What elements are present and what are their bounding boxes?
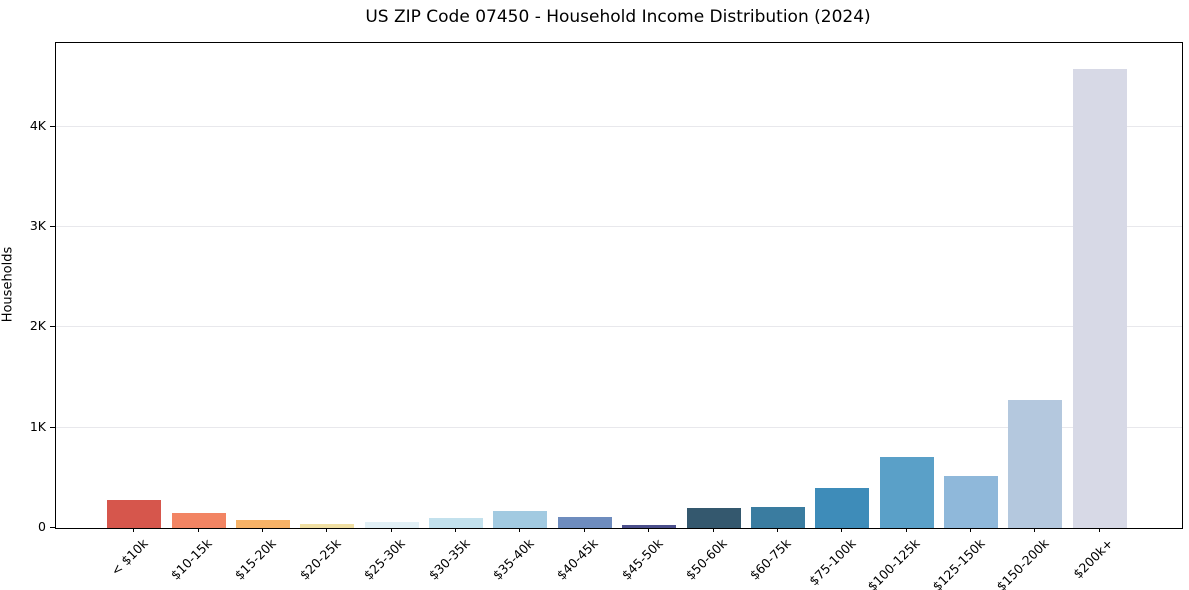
x-tick-mark bbox=[261, 528, 263, 532]
x-tick-slot: $10-15k bbox=[165, 528, 229, 588]
bar-slot bbox=[424, 43, 488, 528]
bar-100-125k bbox=[879, 456, 934, 528]
x-tick-label: $30-35k bbox=[425, 535, 473, 583]
x-tick-slot: $40-45k bbox=[552, 528, 616, 588]
x-tick-label: $35-40k bbox=[489, 535, 537, 583]
plot-area bbox=[55, 42, 1183, 529]
x-tick-slot: $30-35k bbox=[423, 528, 487, 588]
y-tick-mark bbox=[50, 125, 55, 127]
bar-slot bbox=[875, 43, 939, 528]
x-tick-slot: $75-100k bbox=[805, 528, 873, 589]
x-tick-slot: $125-150k bbox=[929, 528, 1002, 590]
bar-45-50k bbox=[622, 524, 677, 528]
x-tick-slot: $50-60k bbox=[680, 528, 744, 588]
x-tick-slot: $150-200k bbox=[993, 528, 1066, 590]
x-tick-mark bbox=[712, 528, 714, 532]
x-tick-label: $100-125k bbox=[864, 535, 923, 590]
bar-150-200k bbox=[1008, 400, 1063, 528]
y-tick-label: 3K bbox=[29, 218, 46, 234]
bar-40-45k bbox=[557, 517, 612, 528]
x-tick-mark bbox=[970, 528, 972, 532]
bar-125-150k bbox=[944, 476, 999, 528]
bar-slot bbox=[231, 43, 295, 528]
bars-row bbox=[56, 43, 1182, 528]
bar-slot bbox=[488, 43, 552, 528]
x-tick-mark bbox=[390, 528, 392, 532]
y-tick-mark bbox=[50, 527, 55, 528]
y-tick-mark bbox=[50, 326, 55, 328]
bar-30-35k bbox=[429, 518, 484, 528]
gridline bbox=[56, 125, 1182, 127]
x-tick-mark bbox=[1098, 528, 1100, 532]
bar-slot bbox=[939, 43, 1003, 528]
y-tick-label: 1K bbox=[29, 418, 46, 434]
x-tick-label: $50-60k bbox=[682, 535, 730, 583]
bar-75-100k bbox=[815, 487, 870, 528]
bar-15-20k bbox=[235, 519, 290, 528]
y-tick-mark bbox=[50, 226, 55, 228]
x-tick-mark bbox=[1034, 528, 1036, 532]
x-tick-mark bbox=[905, 528, 907, 532]
x-tick-mark bbox=[841, 528, 843, 532]
y-tick-mark bbox=[50, 426, 55, 428]
x-tick-label: $40-45k bbox=[553, 535, 602, 583]
bar-slot bbox=[166, 43, 230, 528]
x-tick-label: $20-25k bbox=[296, 535, 344, 583]
bar-60-75k bbox=[750, 506, 805, 528]
gridline bbox=[56, 326, 1182, 328]
x-tick-mark bbox=[583, 528, 585, 532]
bar-slot bbox=[617, 43, 681, 528]
bar-slot bbox=[746, 43, 810, 528]
y-tick-label: 4K bbox=[29, 117, 46, 133]
bar-200k bbox=[1072, 68, 1127, 528]
x-tick-slot: $100-125k bbox=[865, 528, 938, 590]
x-tick-label: $150-200k bbox=[993, 535, 1052, 590]
x-tick-mark bbox=[519, 528, 521, 532]
x-tick-label: $200k+ bbox=[1070, 535, 1117, 582]
x-tick-slot: < $10k bbox=[101, 528, 165, 588]
x-tick-label: $125-150k bbox=[928, 535, 988, 590]
x-axis-ticks: < $10k $10-15k $15-20k $20-25k $25-30k $30-35… bbox=[55, 528, 1181, 590]
x-tick-slot: $45-50k bbox=[616, 528, 680, 588]
bar-slot bbox=[360, 43, 424, 528]
bar-slot bbox=[681, 43, 745, 528]
x-tick-mark bbox=[326, 528, 328, 532]
bar-slot bbox=[553, 43, 617, 528]
x-tick-label: $15-20k bbox=[232, 535, 280, 583]
y-tick-label: 0 bbox=[38, 519, 46, 534]
x-tick-label: $10-15k bbox=[167, 535, 215, 583]
y-tick-label: 2K bbox=[29, 318, 46, 334]
chart-title: US ZIP Code 07450 - Household Income Dis… bbox=[365, 7, 871, 27]
bar-slot bbox=[810, 43, 874, 528]
bar-25-30k bbox=[364, 521, 419, 528]
x-tick-slot: $35-40k bbox=[487, 528, 551, 588]
x-tick-slot: $20-25k bbox=[294, 528, 358, 588]
x-tick-mark bbox=[197, 528, 199, 532]
x-tick-slot: $60-75k bbox=[745, 528, 809, 588]
x-tick-mark bbox=[133, 528, 135, 532]
bar-slot bbox=[1068, 43, 1132, 528]
x-tick-slot: $200k+ bbox=[1067, 528, 1131, 588]
x-tick-mark bbox=[455, 528, 457, 532]
x-tick-label: $25-30k bbox=[360, 535, 408, 583]
bar-50-60k bbox=[686, 508, 741, 528]
bar-slot bbox=[295, 43, 359, 528]
gridline bbox=[56, 426, 1182, 428]
x-tick-label: $75-100k bbox=[805, 535, 859, 589]
x-tick-label: $60-75k bbox=[747, 535, 795, 583]
bar-slot bbox=[102, 43, 166, 528]
bar-10k bbox=[107, 500, 162, 528]
bar-20-25k bbox=[300, 524, 355, 528]
x-tick-mark bbox=[648, 528, 650, 532]
bar-35-40k bbox=[493, 510, 548, 528]
x-tick-slot: $25-30k bbox=[359, 528, 423, 588]
bar-slot bbox=[1003, 43, 1067, 528]
x-tick-slot: $15-20k bbox=[230, 528, 294, 588]
bar-10-15k bbox=[171, 512, 226, 528]
x-tick-label: < $10k bbox=[107, 535, 151, 579]
x-tick-label: $45-50k bbox=[618, 535, 666, 583]
gridline bbox=[56, 226, 1182, 228]
x-tick-mark bbox=[776, 528, 778, 532]
